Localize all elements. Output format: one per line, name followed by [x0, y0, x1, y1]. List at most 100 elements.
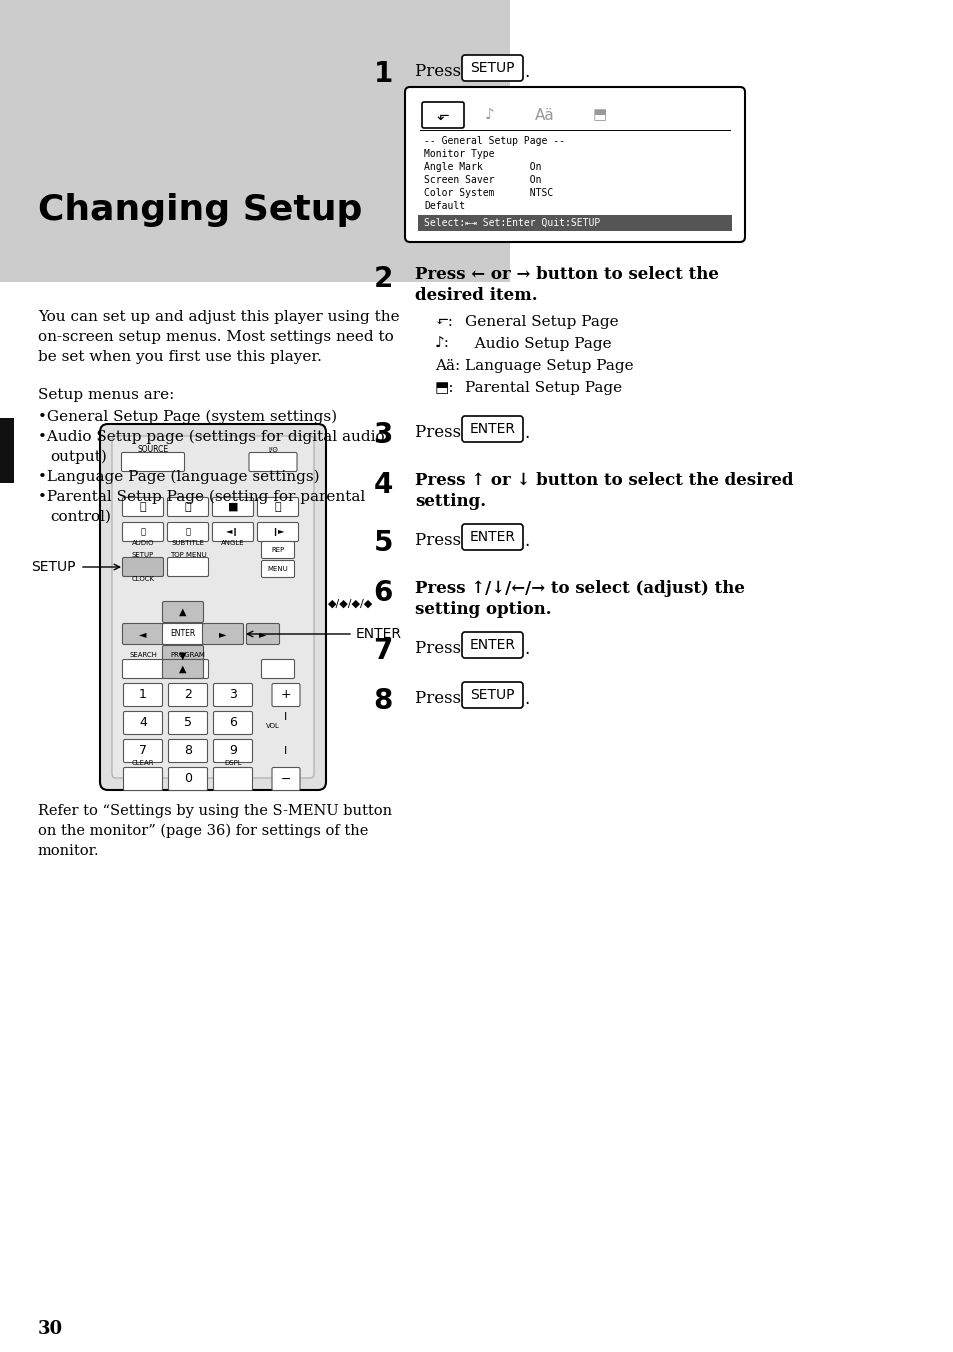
- Text: Setup menus are:: Setup menus are:: [38, 388, 174, 402]
- FancyBboxPatch shape: [169, 684, 208, 707]
- Text: control): control): [50, 510, 111, 525]
- Text: 4: 4: [139, 717, 147, 730]
- FancyBboxPatch shape: [213, 522, 253, 542]
- Text: 3: 3: [229, 688, 236, 702]
- Text: ◄: ◄: [139, 629, 147, 639]
- FancyBboxPatch shape: [168, 522, 209, 542]
- FancyBboxPatch shape: [461, 416, 522, 442]
- Text: ▲: ▲: [179, 664, 187, 675]
- Bar: [417, 215, 731, 231]
- Text: on the monitor” (page 36) for settings of the: on the monitor” (page 36) for settings o…: [38, 823, 368, 838]
- Text: You can set up and adjust this player using the: You can set up and adjust this player us…: [38, 310, 399, 324]
- FancyBboxPatch shape: [272, 684, 299, 707]
- Text: ANGLE: ANGLE: [221, 539, 245, 546]
- Text: ■: ■: [228, 502, 238, 512]
- Text: VOL: VOL: [266, 723, 279, 729]
- FancyBboxPatch shape: [162, 602, 203, 622]
- Text: SETUP: SETUP: [132, 552, 154, 558]
- Text: SETUP: SETUP: [31, 560, 76, 575]
- FancyBboxPatch shape: [122, 623, 163, 645]
- FancyBboxPatch shape: [112, 435, 314, 777]
- Text: Press: Press: [415, 639, 466, 657]
- Text: 0: 0: [184, 772, 192, 786]
- Text: 3: 3: [374, 420, 393, 449]
- Text: 2: 2: [184, 688, 192, 702]
- FancyBboxPatch shape: [461, 55, 522, 81]
- Text: ►: ►: [219, 629, 227, 639]
- Text: Press: Press: [415, 531, 466, 549]
- FancyBboxPatch shape: [249, 453, 296, 472]
- Text: Select:⇤⇥ Set:Enter Quit:SETUP: Select:⇤⇥ Set:Enter Quit:SETUP: [423, 218, 599, 228]
- Text: AUDIO: AUDIO: [132, 539, 154, 546]
- Text: CLOCK: CLOCK: [132, 576, 154, 581]
- Text: MENU: MENU: [268, 566, 288, 572]
- FancyBboxPatch shape: [168, 660, 209, 679]
- Text: 7: 7: [374, 637, 393, 665]
- Text: .: .: [523, 531, 529, 550]
- Text: •General Setup Page (system settings): •General Setup Page (system settings): [38, 410, 336, 425]
- Text: be set when you first use this player.: be set when you first use this player.: [38, 350, 321, 364]
- Text: −: −: [280, 772, 291, 786]
- FancyBboxPatch shape: [213, 711, 253, 734]
- Text: monitor.: monitor.: [38, 844, 99, 859]
- Text: Press: Press: [415, 690, 466, 707]
- FancyBboxPatch shape: [405, 87, 744, 242]
- Text: 6: 6: [229, 717, 236, 730]
- Text: DSPL: DSPL: [224, 760, 241, 767]
- Text: ⬒:: ⬒:: [435, 381, 455, 395]
- Text: I: I: [284, 713, 287, 722]
- Text: setting.: setting.: [415, 493, 486, 510]
- Text: 9: 9: [229, 745, 236, 757]
- FancyBboxPatch shape: [123, 740, 162, 763]
- Text: 5: 5: [374, 529, 393, 557]
- Text: ⏪: ⏪: [140, 527, 146, 537]
- FancyBboxPatch shape: [162, 660, 203, 679]
- Text: 1: 1: [374, 59, 393, 88]
- Text: Angle Mark        On: Angle Mark On: [423, 162, 541, 172]
- Text: REP: REP: [271, 548, 284, 553]
- FancyBboxPatch shape: [169, 768, 208, 791]
- FancyBboxPatch shape: [168, 557, 209, 576]
- Text: setting option.: setting option.: [415, 602, 551, 618]
- Text: Aä: Aä: [535, 108, 555, 123]
- FancyBboxPatch shape: [122, 557, 163, 576]
- Text: ⏩: ⏩: [185, 527, 191, 537]
- Text: •Language Page (language settings): •Language Page (language settings): [38, 470, 319, 484]
- FancyBboxPatch shape: [257, 498, 298, 516]
- FancyBboxPatch shape: [461, 631, 522, 658]
- FancyBboxPatch shape: [123, 684, 162, 707]
- Text: +: +: [280, 688, 291, 702]
- Text: Press: Press: [415, 425, 466, 441]
- Text: ⬐: ⬐: [436, 108, 449, 123]
- Text: Press ← or → button to select the: Press ← or → button to select the: [415, 266, 719, 283]
- Text: 7: 7: [139, 745, 147, 757]
- FancyBboxPatch shape: [213, 740, 253, 763]
- FancyBboxPatch shape: [162, 623, 203, 645]
- Text: Screen Saver      On: Screen Saver On: [423, 174, 541, 185]
- FancyBboxPatch shape: [122, 660, 163, 679]
- Text: I/ʘ: I/ʘ: [268, 448, 277, 453]
- Text: .: .: [523, 425, 529, 442]
- Text: ♪: ♪: [485, 108, 495, 123]
- FancyBboxPatch shape: [121, 453, 184, 472]
- Text: CLEAR: CLEAR: [132, 760, 154, 767]
- Text: SETUP: SETUP: [470, 61, 515, 74]
- Text: ⏯: ⏯: [274, 502, 281, 512]
- Bar: [0, 418, 14, 483]
- Text: Press ↑/↓/←/→ to select (adjust) the: Press ↑/↓/←/→ to select (adjust) the: [415, 580, 744, 598]
- FancyBboxPatch shape: [123, 711, 162, 734]
- Text: 8: 8: [184, 745, 192, 757]
- Text: ⬒: ⬒: [592, 108, 606, 123]
- Text: SOURCE: SOURCE: [137, 446, 169, 454]
- Text: Language Setup Page: Language Setup Page: [464, 360, 633, 373]
- Text: •Audio Setup page (settings for digital audio: •Audio Setup page (settings for digital …: [38, 430, 384, 445]
- Text: ►: ►: [259, 629, 267, 639]
- Text: 8: 8: [374, 687, 393, 715]
- FancyBboxPatch shape: [169, 711, 208, 734]
- FancyBboxPatch shape: [168, 498, 209, 516]
- Text: Parental Setup Page: Parental Setup Page: [464, 381, 621, 395]
- FancyBboxPatch shape: [169, 740, 208, 763]
- FancyBboxPatch shape: [213, 768, 253, 791]
- FancyBboxPatch shape: [461, 525, 522, 550]
- Text: Color System      NTSC: Color System NTSC: [423, 188, 553, 197]
